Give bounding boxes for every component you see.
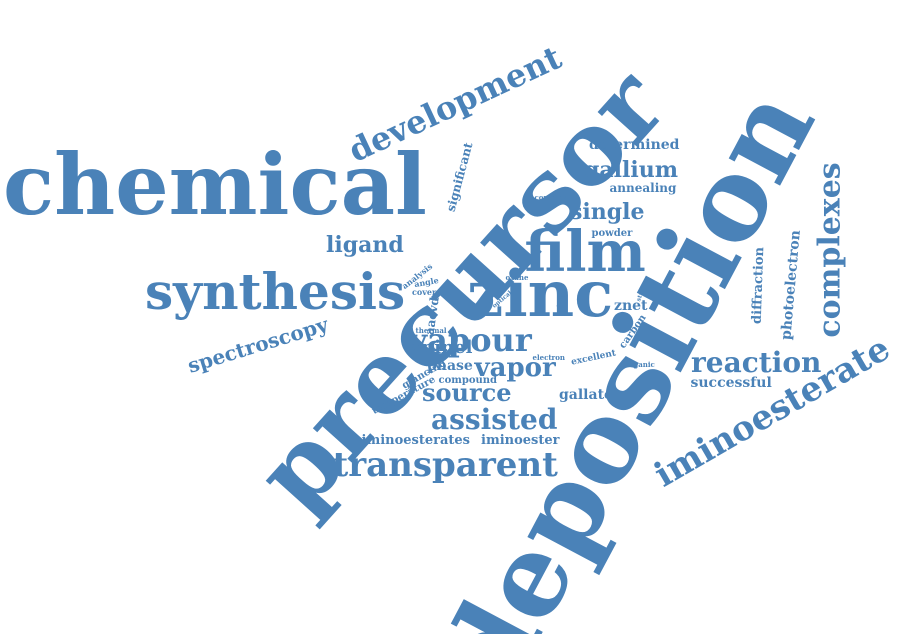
word-assisted: assisted: [431, 403, 558, 436]
word-znet: znet: [614, 298, 648, 314]
word-iminoesterates: iminoesterates: [361, 432, 471, 448]
word-diffraction: diffraction: [749, 246, 767, 324]
word-zinc: zinc: [467, 257, 614, 332]
word-gallate: gallate: [559, 387, 613, 403]
word-reaction: reaction: [691, 346, 822, 379]
word-oxane: oxane: [505, 272, 529, 282]
word-vapour: vapour: [408, 321, 532, 359]
word-successful: successful: [690, 375, 772, 391]
word-vapor: vapor: [474, 353, 556, 383]
word-compound: compound: [438, 375, 498, 386]
word-photoelectron: photoelectron: [778, 229, 804, 341]
word-ligand: ligand: [326, 232, 404, 258]
word-annealing: annealing: [609, 181, 677, 195]
word-gallium: gallium: [584, 157, 678, 183]
word-powder: powder: [591, 228, 633, 239]
word-spectroscopy: spectroscopy: [184, 312, 331, 378]
word-complexes: complexes: [812, 162, 848, 338]
word-chemical: chemical: [3, 135, 427, 234]
word-organic: organic: [625, 359, 655, 369]
word-source: source: [422, 378, 512, 407]
word-complex: complex: [534, 192, 568, 202]
word-iminoester: iminoester: [481, 432, 560, 448]
word-determined: determined: [589, 137, 680, 153]
word-electron: electron: [532, 352, 566, 362]
word-coverage: coverage: [412, 287, 453, 297]
word-phase: phase: [427, 358, 473, 374]
word-thermal: thermal: [415, 325, 447, 335]
word-spinel: spinel: [411, 337, 473, 358]
word-synthesis: synthesis: [145, 262, 406, 321]
word-transparent: transparent: [332, 445, 558, 485]
word-film: film: [524, 219, 646, 285]
word-single: single: [570, 199, 645, 225]
